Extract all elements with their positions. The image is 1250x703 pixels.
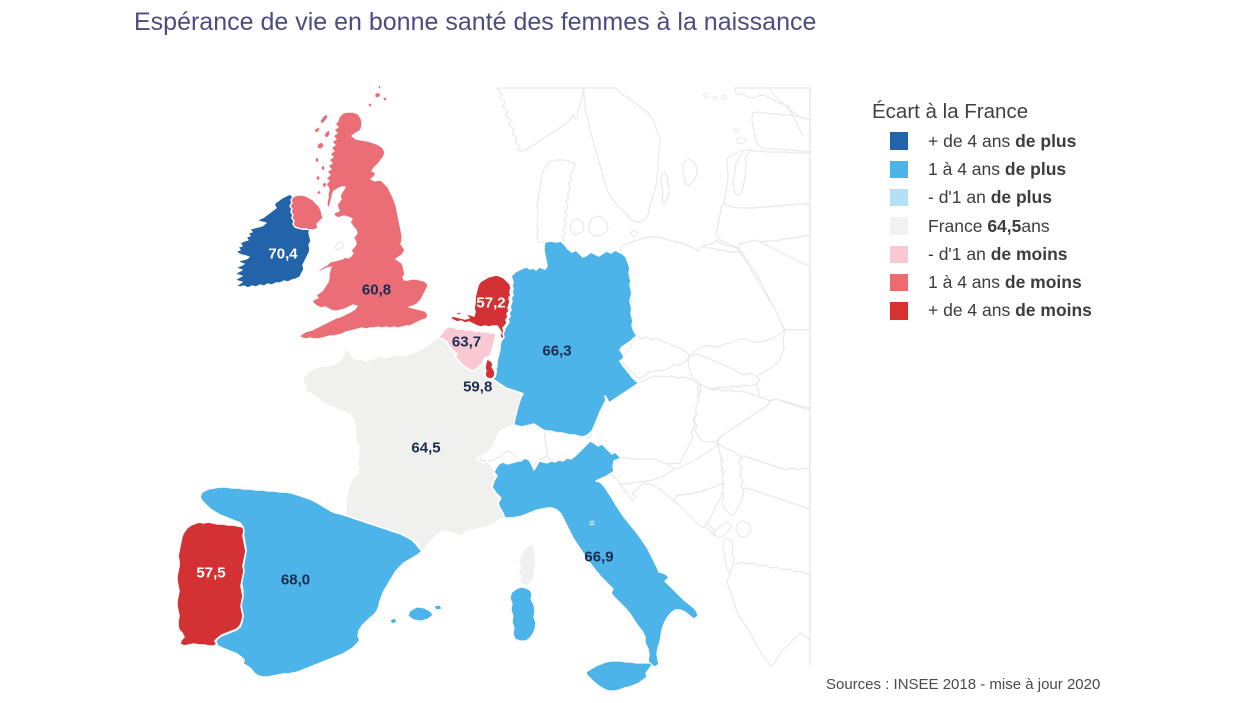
svg-text:66,9: 66,9 bbox=[584, 549, 613, 566]
svg-text:59,8: 59,8 bbox=[463, 379, 492, 396]
svg-text:66,3: 66,3 bbox=[542, 343, 571, 360]
svg-text:64,5: 64,5 bbox=[411, 440, 440, 457]
svg-text:57,2: 57,2 bbox=[476, 295, 505, 312]
svg-text:57,5: 57,5 bbox=[196, 565, 225, 582]
svg-text:68,0: 68,0 bbox=[281, 572, 310, 589]
svg-text:63,7: 63,7 bbox=[452, 334, 481, 351]
svg-text:60,8: 60,8 bbox=[362, 282, 391, 299]
svg-text:70,4: 70,4 bbox=[268, 246, 298, 263]
